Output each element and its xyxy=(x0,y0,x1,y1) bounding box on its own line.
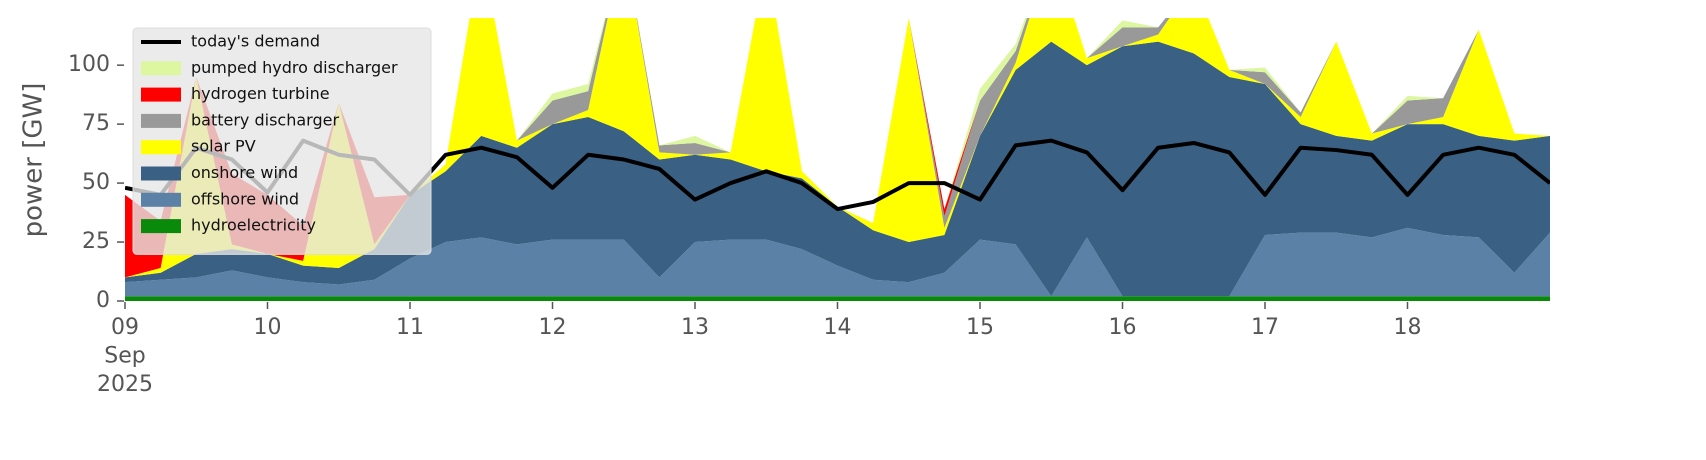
legend-swatch xyxy=(141,61,181,76)
legend-swatch xyxy=(141,219,181,234)
legend-label: battery discharger xyxy=(191,110,339,129)
legend-swatch xyxy=(141,140,181,155)
x-tick-label: 18 xyxy=(1394,315,1422,340)
x-tick-label: 16 xyxy=(1109,315,1137,340)
legend-label: onshore wind xyxy=(191,163,298,182)
x-tick-label: 11 xyxy=(396,315,424,340)
y-tick-label: 0 xyxy=(96,288,110,313)
x-tick-label: 17 xyxy=(1251,315,1279,340)
area xyxy=(125,18,1550,278)
legend-swatch xyxy=(141,192,181,207)
area xyxy=(125,296,1550,301)
y-tick-label: 50 xyxy=(82,170,110,195)
legend-box xyxy=(132,27,432,255)
legend-swatch xyxy=(141,87,181,102)
x-tick-label: 10 xyxy=(254,315,282,340)
legend-label: today's demand xyxy=(191,32,320,51)
y-tick-label: 100 xyxy=(68,52,110,77)
legend-swatch xyxy=(141,166,181,181)
legend-label: solar PV xyxy=(191,137,256,156)
x-tick-label: 12 xyxy=(539,315,567,340)
y-axis-label: power [GW] xyxy=(19,83,49,238)
legend-label: pumped hydro discharger xyxy=(191,58,398,77)
x-tick-label: 14 xyxy=(824,315,852,340)
legend-label: hydrogen turbine xyxy=(191,84,330,103)
legend-label: offshore wind xyxy=(191,189,299,208)
x-tick-label: 15 xyxy=(966,315,994,340)
area xyxy=(125,41,1550,297)
x-tick-label: 09 Sep 2025 xyxy=(97,315,153,397)
area xyxy=(125,227,1550,297)
y-tick-label: 25 xyxy=(82,229,110,254)
x-tick-label: 13 xyxy=(681,315,709,340)
legend-swatch xyxy=(141,113,181,128)
legend-label: hydroelectricity xyxy=(191,216,316,235)
y-tick-label: 75 xyxy=(82,111,110,136)
legend: today's demand pumped hydro discharger hyd… xyxy=(132,27,432,255)
